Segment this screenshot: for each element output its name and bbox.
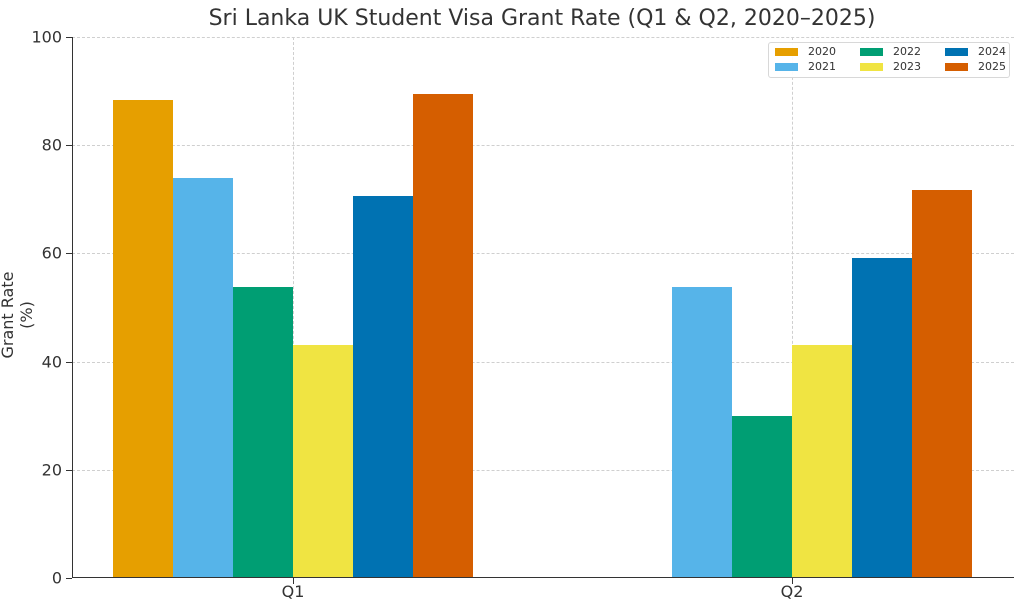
bar-2025-q1 <box>413 93 473 578</box>
legend-item-2025: 2025 <box>945 60 1006 73</box>
legend-label: 2024 <box>978 45 1006 58</box>
y-tick-label: 100 <box>31 27 62 47</box>
y-tick-label: 40 <box>41 352 62 372</box>
x-axis <box>72 577 1014 578</box>
legend-label: 2021 <box>808 60 836 73</box>
legend-swatch <box>775 47 798 56</box>
legend-label: 2025 <box>978 60 1006 73</box>
legend-item-2023: 2023 <box>860 60 921 73</box>
bar-2022-q2 <box>732 415 792 578</box>
legend-item-2022: 2022 <box>860 45 921 58</box>
legend-swatch <box>860 62 883 71</box>
legend-swatch <box>945 47 968 56</box>
y-tick-label: 0 <box>51 568 62 588</box>
bar-2024-q1 <box>353 196 413 578</box>
x-tick <box>293 578 294 584</box>
x-tick-label: Q2 <box>780 582 804 601</box>
y-tick-label: 60 <box>41 243 62 263</box>
h-gridline <box>72 469 1014 471</box>
y-tick-label: 20 <box>41 460 62 480</box>
legend-label: 2022 <box>893 45 921 58</box>
legend: 2020 2021 2022 2023 2024 2025 <box>768 42 1010 78</box>
chart-title: Sri Lanka UK Student Visa Grant Rate (Q1… <box>208 6 876 31</box>
y-axis-label: Grant Rate (%) <box>0 271 36 359</box>
bar-2021-q1 <box>173 178 233 578</box>
bar-2024-q2 <box>852 257 912 578</box>
y-tick <box>66 578 72 579</box>
y-axis <box>72 37 73 578</box>
bar-2020-q1 <box>113 99 173 578</box>
y-tick <box>66 469 72 471</box>
bar-2023-q1 <box>293 344 353 578</box>
y-tick <box>66 361 72 363</box>
y-tick <box>66 145 72 147</box>
legend-swatch <box>945 62 968 71</box>
legend-swatch <box>775 62 798 71</box>
legend-item-2021: 2021 <box>775 60 836 73</box>
h-gridline <box>72 361 1014 363</box>
bar-2025-q2 <box>912 190 972 578</box>
v-gridline <box>792 37 793 578</box>
legend-swatch <box>860 47 883 56</box>
bar-2023-q2 <box>792 344 852 578</box>
legend-item-2024: 2024 <box>945 45 1006 58</box>
x-tick-label: Q1 <box>281 582 305 601</box>
plot-area: 0 20 40 60 80 100 Q1 Q2 <box>31 28 1014 601</box>
y-tick <box>66 37 72 38</box>
legend-label: 2020 <box>808 45 836 58</box>
bar-2022-q1 <box>233 286 293 578</box>
h-gridline <box>72 253 1014 255</box>
legend-label: 2023 <box>893 60 921 73</box>
legend-item-2020: 2020 <box>775 45 836 58</box>
h-gridline <box>72 37 1014 38</box>
bar-2021-q2 <box>672 286 732 578</box>
y-tick <box>66 253 72 255</box>
y-tick-label: 80 <box>41 135 62 155</box>
x-tick <box>792 578 793 584</box>
h-gridline <box>72 145 1014 147</box>
v-gridline <box>293 37 294 578</box>
